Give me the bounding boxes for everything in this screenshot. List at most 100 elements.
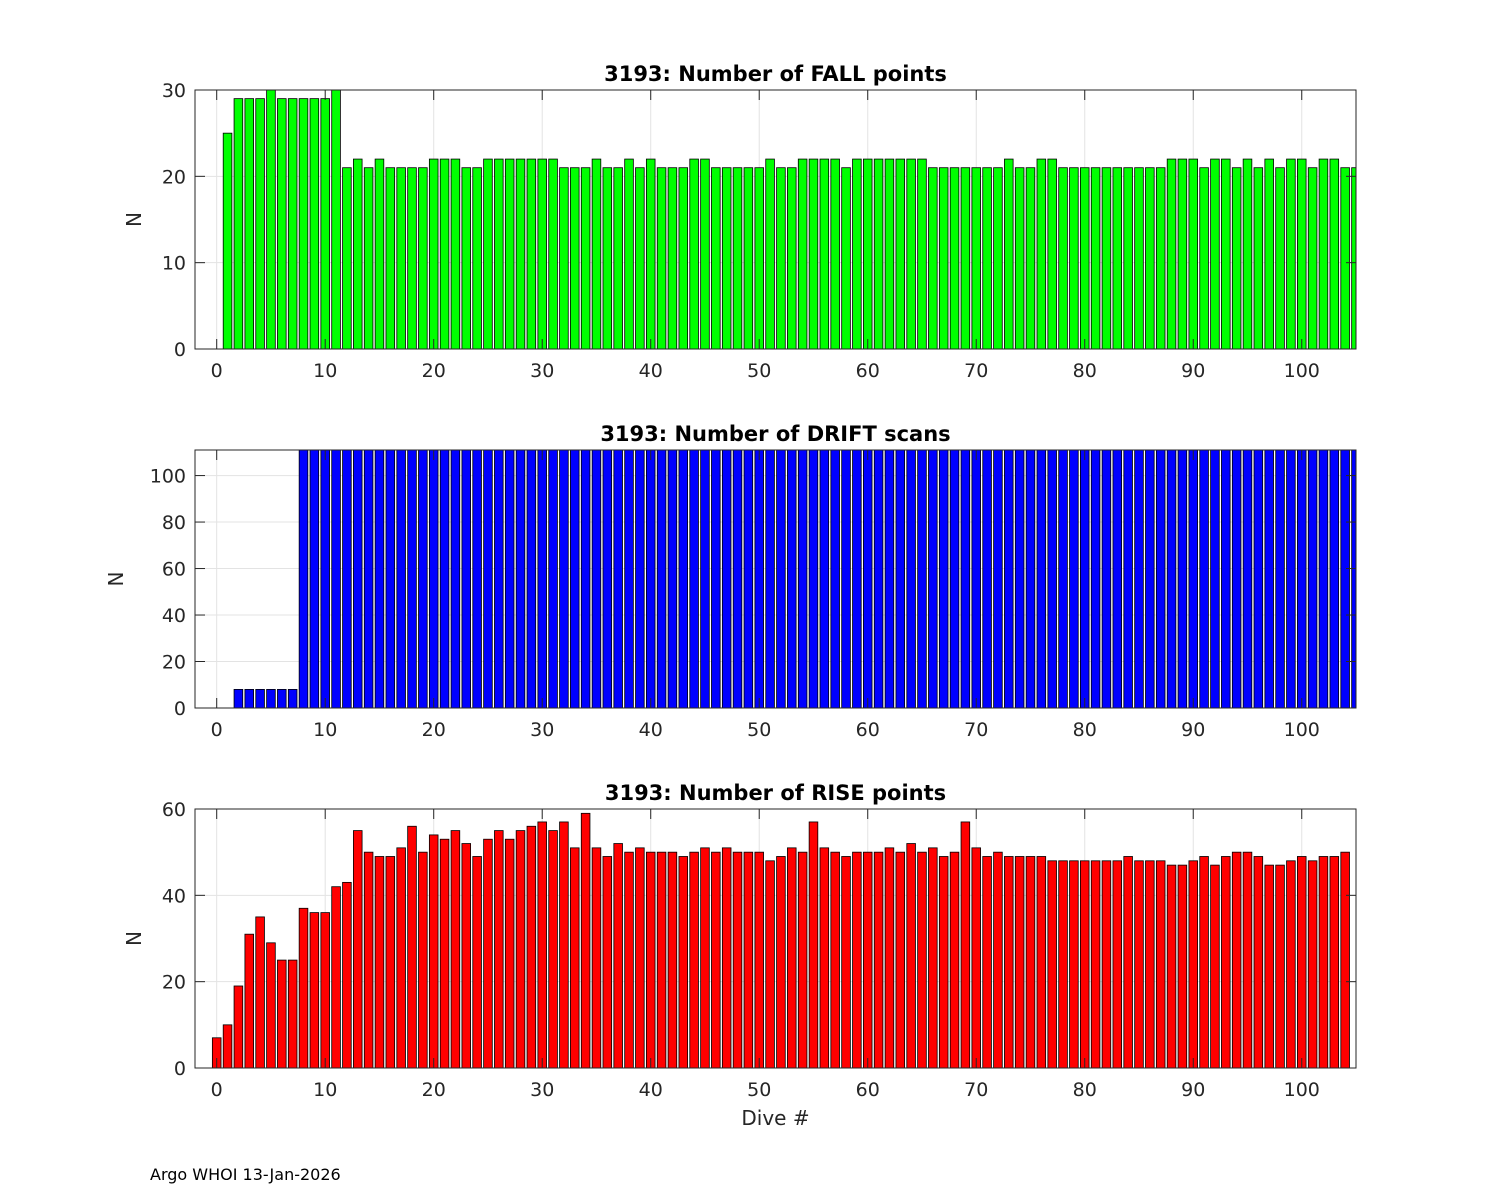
x-tick-label: 10: [313, 360, 337, 382]
x-tick-label: 30: [530, 719, 554, 741]
bar: [928, 167, 938, 349]
bar: [353, 450, 363, 708]
bar: [852, 450, 862, 708]
x-tick-label: 60: [856, 360, 880, 382]
bar: [906, 843, 916, 1068]
bar: [787, 167, 797, 349]
bar: [407, 450, 417, 708]
bar: [580, 450, 591, 708]
bar: [537, 450, 547, 708]
bar: [754, 851, 764, 1068]
bar: [873, 158, 884, 349]
bar: [852, 851, 862, 1068]
bar: [287, 98, 298, 349]
bar: [450, 158, 461, 349]
bar: [439, 838, 450, 1068]
bar: [244, 933, 254, 1068]
x-tick-label: 20: [422, 360, 446, 382]
bar: [353, 158, 363, 349]
bar-series: [222, 90, 1356, 349]
bar: [949, 851, 960, 1068]
bar: [277, 98, 287, 349]
bar: [1264, 450, 1274, 708]
bar: [1112, 450, 1123, 708]
bar: [309, 912, 320, 1068]
bar: [1329, 856, 1340, 1068]
bar: [700, 158, 710, 349]
bar: [309, 450, 320, 708]
x-tick-label: 0: [211, 360, 223, 382]
bar: [1275, 450, 1285, 708]
bar: [808, 450, 819, 708]
bar: [570, 450, 580, 708]
x-tick-label: 50: [747, 719, 771, 741]
bar: [1199, 450, 1209, 708]
bar: [1242, 450, 1253, 708]
bar: [320, 98, 330, 349]
bar: [255, 916, 265, 1068]
bar: [667, 167, 678, 349]
bar: [548, 450, 558, 708]
bar: [1004, 450, 1014, 708]
bar: [591, 450, 602, 708]
chart-panel-2: 0 10 20 30 40 50 60 70 80 90 100 0 20 40 60 80 100 3193: …: [104, 422, 1357, 741]
bar: [298, 450, 309, 708]
bar: [331, 886, 341, 1068]
y-axis-label: N: [122, 212, 146, 227]
x-tick-label: 80: [1073, 360, 1097, 382]
bar: [1297, 158, 1307, 349]
bar: [895, 158, 906, 349]
bar: [776, 450, 786, 708]
y-tick-label: 20: [162, 166, 186, 188]
bar: [1166, 450, 1177, 708]
bar: [667, 450, 678, 708]
bar: [526, 158, 537, 349]
bar: [342, 881, 352, 1068]
bar: [1318, 856, 1329, 1068]
bar: [765, 158, 775, 349]
bar: [515, 830, 526, 1068]
bar: [819, 158, 830, 349]
x-tick-label: 90: [1181, 1079, 1205, 1101]
bar: [602, 856, 613, 1068]
bar: [266, 90, 276, 349]
bar: [797, 851, 808, 1068]
bar: [765, 860, 775, 1068]
bar: [537, 158, 547, 349]
bar: [721, 450, 732, 708]
bar: [1318, 158, 1329, 349]
bar: [1079, 450, 1090, 708]
bar: [624, 450, 634, 708]
bar: [277, 959, 287, 1068]
bar: [1134, 860, 1144, 1068]
bar: [1036, 158, 1047, 349]
x-tick-label: 100: [1284, 1079, 1320, 1101]
bar: [1155, 860, 1166, 1068]
bar: [1307, 450, 1318, 708]
y-tick-label: 20: [162, 972, 186, 994]
chart-title: 3193: Number of FALL points: [604, 62, 947, 86]
bar: [428, 834, 439, 1068]
bar: [852, 158, 862, 349]
bar: [1155, 167, 1166, 349]
bar: [548, 830, 558, 1068]
bar: [667, 851, 678, 1068]
bar: [298, 907, 309, 1068]
bar: [862, 851, 873, 1068]
bar: [743, 851, 754, 1068]
bar: [233, 98, 244, 349]
bar: [732, 167, 743, 349]
x-tick-label: 10: [313, 719, 337, 741]
bar: [1199, 856, 1209, 1068]
y-axis-label: N: [104, 572, 128, 587]
x-axis-label: Dive #: [741, 1106, 809, 1130]
bar: [570, 847, 580, 1068]
bar: [624, 158, 634, 349]
bar: [656, 851, 667, 1068]
bar: [244, 689, 254, 708]
bar: [407, 825, 417, 1068]
bar: [407, 167, 417, 349]
bar: [982, 450, 992, 708]
bar: [1286, 450, 1296, 708]
chart-title: 3193: Number of DRIFT scans: [600, 422, 950, 446]
